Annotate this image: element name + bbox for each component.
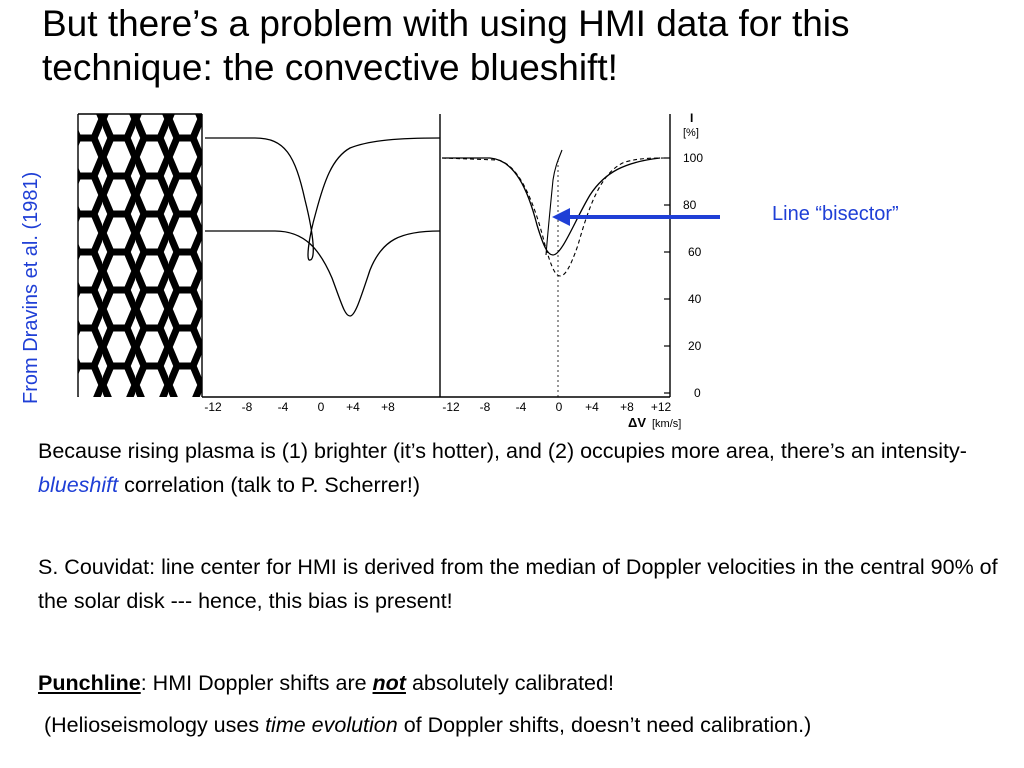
y-axis-label: I (690, 111, 693, 125)
right-x-tick-label: -4 (516, 400, 527, 414)
bisector-arrow (552, 208, 720, 226)
observed-profile (442, 157, 661, 256)
paragraph-text: : HMI Doppler shifts are (140, 671, 373, 695)
x-axis-label: ΔV (628, 415, 646, 430)
bright-granule-profile (205, 137, 441, 261)
paragraph-blueshift: Because rising plasma is (1) brighter (i… (38, 434, 998, 502)
left-x-tick-label: -8 (242, 400, 253, 414)
line-profile-figure: 100 80 60 40 20 0 I [%] -12 -8 -4 0 +4 +… (77, 111, 720, 430)
right-x-tick-label: +4 (585, 400, 599, 414)
y-tick-label: 20 (688, 339, 702, 353)
right-x-tick-label: +12 (651, 400, 672, 414)
dark-lane-profile (205, 230, 441, 317)
paragraph-text: Because rising plasma is (1) brighter (i… (38, 439, 967, 463)
paragraph-helioseismology: (Helioseismology uses time evolution of … (44, 708, 1004, 742)
paragraph-text: absolutely calibrated! (405, 671, 614, 695)
punchline-label: Punchline (38, 671, 141, 695)
y-tick-label: 80 (683, 198, 697, 212)
right-x-tick-label: +8 (620, 400, 634, 414)
time-evolution-emphasis: time evolution (265, 713, 398, 737)
paragraph-text: of Doppler shifts, doesn’t need calibrat… (397, 713, 812, 737)
y-axis-unit: [%] (683, 127, 699, 139)
x-axis-unit: [km/s] (652, 418, 681, 430)
paragraph-punchline: Punchline: HMI Doppler shifts are not ab… (38, 666, 998, 700)
y-tick-label: 40 (688, 292, 702, 306)
bisector-label: Line “bisector” (772, 203, 899, 225)
right-x-tick-label: 0 (556, 400, 563, 414)
granulation-pattern (78, 114, 202, 397)
figure-credit: From Dravins et al. (1981) (20, 171, 42, 404)
slide-title: But there’s a problem with using HMI dat… (42, 3, 850, 89)
paragraph-text: correlation (talk to P. Scherrer!) (118, 473, 421, 497)
y-tick-label: 0 (694, 386, 701, 400)
paragraph-couvidat: S. Couvidat: line center for HMI is deri… (38, 555, 998, 613)
paragraph-text: (Helioseismology uses (44, 713, 266, 737)
not-emphasis: not (372, 671, 406, 695)
line-bisector-curve (545, 149, 563, 256)
blueshift-emphasis: blueshift (38, 473, 119, 497)
y-tick-label: 100 (683, 151, 703, 165)
left-x-tick-label: -12 (204, 400, 222, 414)
y-tick-label: 60 (688, 245, 702, 259)
right-x-tick-label: -12 (442, 400, 460, 414)
left-x-tick-label: 0 (318, 400, 325, 414)
left-x-tick-label: -4 (278, 400, 289, 414)
left-x-tick-label: +4 (346, 400, 360, 414)
left-x-tick-label: +8 (381, 400, 395, 414)
right-x-tick-label: -8 (480, 400, 491, 414)
